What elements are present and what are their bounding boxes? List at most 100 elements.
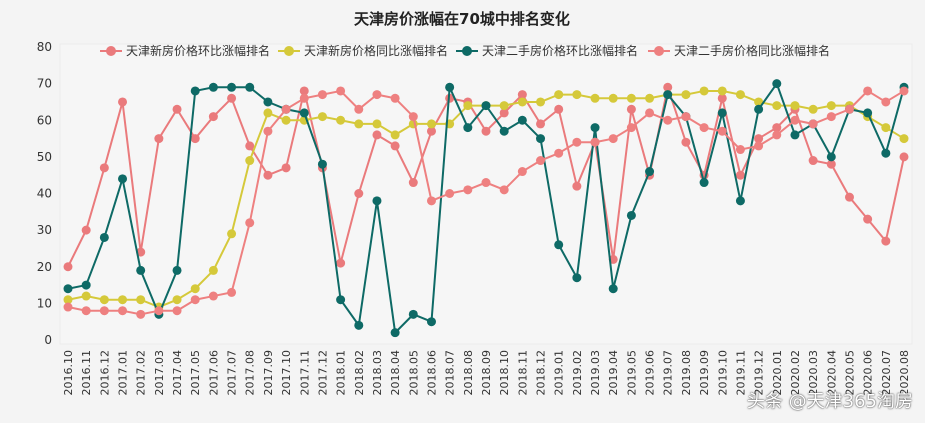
data-point xyxy=(772,79,782,89)
data-point xyxy=(81,291,91,301)
data-point xyxy=(390,93,400,103)
x-tick-label: 2017.11 xyxy=(298,350,311,396)
data-point xyxy=(554,104,564,114)
x-axis: 2016.10 2016.11 2016.12 2017.01 2017.02 2017.… xyxy=(62,350,911,396)
x-tick-label: 2018.10 xyxy=(498,350,511,396)
x-tick-label: 2020.05 xyxy=(843,350,856,396)
x-tick-label: 2017.06 xyxy=(207,350,220,396)
x-tick-label: 2018.04 xyxy=(389,350,402,396)
x-tick-label: 2020.04 xyxy=(825,350,838,396)
data-point xyxy=(808,119,818,129)
data-point xyxy=(608,284,618,294)
legend-item: 天津二手房价格环比涨幅排名 xyxy=(456,43,638,58)
data-point xyxy=(354,119,364,129)
data-point xyxy=(899,134,909,144)
x-tick-label: 2019.03 xyxy=(589,350,602,396)
x-tick-label: 2017.09 xyxy=(262,350,275,396)
data-point xyxy=(499,126,509,136)
legend-marker xyxy=(462,46,472,56)
data-point xyxy=(172,295,182,305)
data-point xyxy=(735,145,745,155)
data-point xyxy=(118,306,128,316)
data-point xyxy=(208,82,218,92)
data-point xyxy=(227,229,237,239)
x-tick-label: 2020.02 xyxy=(789,350,802,396)
data-point xyxy=(663,90,673,100)
data-point xyxy=(227,287,237,297)
data-point xyxy=(408,112,418,122)
data-point xyxy=(63,302,73,312)
data-point xyxy=(608,93,618,103)
data-point xyxy=(463,185,473,195)
data-point xyxy=(881,236,891,246)
data-point xyxy=(844,192,854,202)
data-point xyxy=(826,152,836,162)
data-point xyxy=(154,306,164,316)
chart-title: 天津房价涨幅在70城中排名变化 xyxy=(354,10,570,28)
data-point xyxy=(517,167,527,177)
data-point xyxy=(463,123,473,133)
data-point xyxy=(426,196,436,206)
data-point xyxy=(372,119,382,129)
data-point xyxy=(317,112,327,122)
data-point xyxy=(372,130,382,140)
x-tick-label: 2018.03 xyxy=(371,350,384,396)
data-point xyxy=(372,196,382,206)
legend-marker xyxy=(654,46,664,56)
data-point xyxy=(99,295,109,305)
data-point xyxy=(63,284,73,294)
x-tick-label: 2019.05 xyxy=(625,350,638,396)
series-group xyxy=(63,79,909,338)
data-point xyxy=(463,101,473,111)
x-tick-label: 2017.03 xyxy=(153,350,166,396)
data-point xyxy=(136,309,146,319)
x-tick-label: 2018.06 xyxy=(425,350,438,396)
x-tick-label: 2019.02 xyxy=(571,350,584,396)
data-point xyxy=(554,148,564,158)
data-point xyxy=(699,123,709,133)
data-point xyxy=(81,306,91,316)
y-tick-label: 50 xyxy=(37,150,52,164)
data-point xyxy=(481,126,491,136)
x-tick-label: 2017.04 xyxy=(171,350,184,396)
data-point xyxy=(281,163,291,173)
data-point xyxy=(590,137,600,147)
data-point xyxy=(790,130,800,140)
data-point xyxy=(517,97,527,107)
data-point xyxy=(408,178,418,188)
data-point xyxy=(263,170,273,180)
data-point xyxy=(481,178,491,188)
data-point xyxy=(754,141,764,151)
x-tick-label: 2019.11 xyxy=(734,350,747,396)
data-point xyxy=(245,218,255,228)
data-point xyxy=(826,101,836,111)
data-point xyxy=(699,178,709,188)
data-point xyxy=(717,93,727,103)
data-point xyxy=(499,108,509,118)
data-point xyxy=(699,86,709,96)
data-point xyxy=(208,112,218,122)
data-point xyxy=(263,97,273,107)
data-point xyxy=(354,320,364,330)
data-point xyxy=(245,82,255,92)
data-point xyxy=(227,93,237,103)
data-point xyxy=(299,93,309,103)
data-point xyxy=(172,265,182,275)
legend-marker xyxy=(284,46,294,56)
data-point xyxy=(626,93,636,103)
data-point xyxy=(863,214,873,224)
data-point xyxy=(281,115,291,125)
data-point xyxy=(826,159,836,169)
data-point xyxy=(863,108,873,118)
data-point xyxy=(390,130,400,140)
data-point xyxy=(208,265,218,275)
data-point xyxy=(899,152,909,162)
legend-label: 天津新房价格同比涨幅排名 xyxy=(304,43,448,58)
x-tick-label: 2017.08 xyxy=(244,350,257,396)
x-tick-label: 2017.12 xyxy=(316,350,329,396)
x-tick-label: 2018.12 xyxy=(535,350,548,396)
data-point xyxy=(645,167,655,177)
data-point xyxy=(426,126,436,136)
data-point xyxy=(754,134,764,144)
